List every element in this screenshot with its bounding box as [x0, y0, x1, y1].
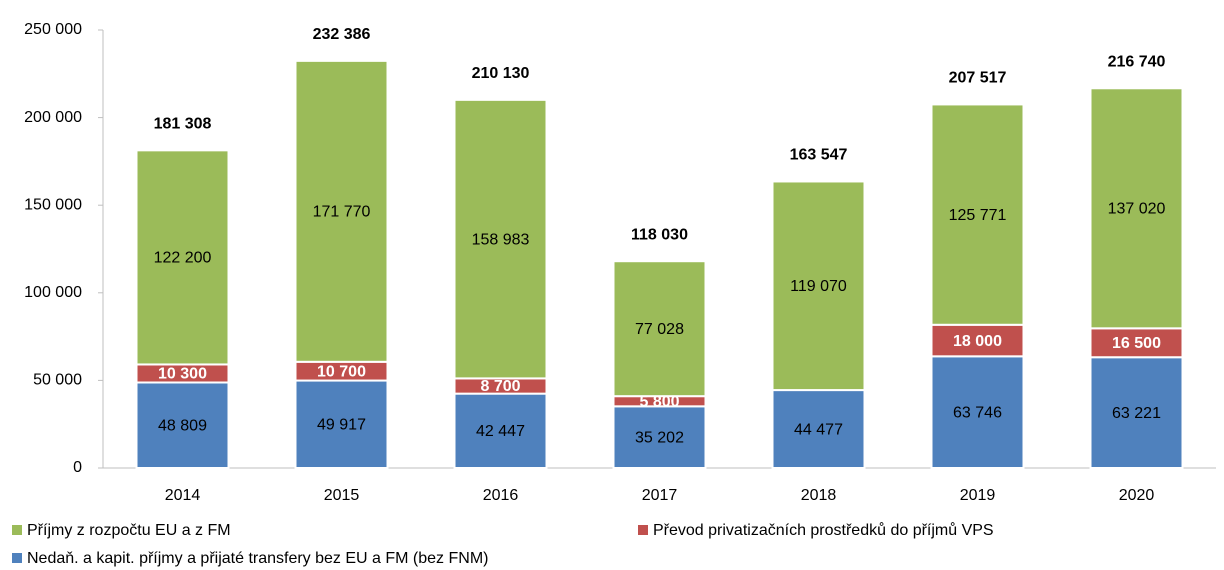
bar-segment	[1089, 327, 1184, 359]
x-tick-label: 2016	[483, 487, 519, 504]
bar-segment	[771, 180, 866, 392]
bar-segment	[453, 98, 548, 380]
bar-segment	[294, 379, 389, 469]
y-tick-label: 150 000	[24, 196, 82, 213]
total-label: 207 517	[949, 70, 1007, 87]
y-tick-label: 200 000	[24, 109, 82, 126]
y-tick-label: 100 000	[24, 284, 82, 301]
data-label: 10 700	[317, 363, 366, 380]
data-label: 5 800	[639, 393, 679, 410]
data-label: 137 020	[1108, 201, 1166, 218]
total-label: 216 740	[1108, 53, 1166, 70]
data-label: 63 746	[953, 404, 1002, 421]
bar-segment	[930, 355, 1025, 470]
data-label: 63 221	[1112, 405, 1161, 422]
bar-segment	[453, 392, 548, 469]
legend-label: Nedaň. a kapit. příjmy a přijaté transfe…	[27, 550, 488, 567]
data-label: 42 447	[476, 423, 525, 440]
y-tick-label: 0	[73, 459, 82, 476]
data-label: 8 700	[480, 378, 520, 395]
total-label: 163 547	[790, 147, 848, 164]
legend-swatch	[12, 525, 22, 535]
data-label: 125 771	[949, 207, 1007, 224]
total-label: 210 130	[472, 65, 530, 82]
bar-segment	[930, 323, 1025, 358]
data-label: 18 000	[953, 333, 1002, 350]
data-label: 77 028	[635, 321, 684, 338]
data-label: 44 477	[794, 421, 843, 438]
data-label: 35 202	[635, 429, 684, 446]
data-label: 16 500	[1112, 335, 1161, 352]
x-tick-label: 2018	[801, 487, 837, 504]
data-label: 122 200	[154, 250, 212, 267]
data-label: 171 770	[313, 204, 371, 221]
total-label: 181 308	[154, 116, 212, 133]
data-label: 49 917	[317, 416, 366, 433]
data-label: 119 070	[790, 278, 847, 295]
legend-label: Příjmy z rozpočtu EU a z FM	[27, 522, 231, 539]
total-label: 118 030	[631, 226, 688, 243]
legend-label: Převod privatizačních prostředků do příj…	[653, 521, 994, 539]
data-label: 10 300	[158, 366, 207, 383]
bar-segment	[612, 260, 707, 398]
y-tick-label: 250 000	[24, 21, 82, 38]
bar-segment	[1089, 87, 1184, 330]
bar-segment	[1089, 356, 1184, 470]
data-label: 158 983	[472, 231, 530, 248]
bar-segment	[135, 381, 230, 469]
bar-segment	[771, 389, 866, 469]
data-label: 48 809	[158, 417, 207, 434]
x-tick-label: 2015	[324, 487, 360, 504]
y-tick-label: 50 000	[33, 372, 82, 389]
legend-swatch	[638, 525, 648, 535]
bar-segment	[294, 59, 389, 363]
bar-segment	[135, 149, 230, 366]
x-tick-label: 2014	[165, 487, 201, 504]
x-tick-label: 2019	[960, 487, 996, 504]
total-label: 232 386	[313, 26, 371, 43]
bar-segment	[930, 103, 1025, 326]
x-tick-label: 2017	[642, 487, 678, 504]
legend-swatch	[12, 553, 22, 563]
x-tick-label: 2020	[1119, 487, 1155, 504]
